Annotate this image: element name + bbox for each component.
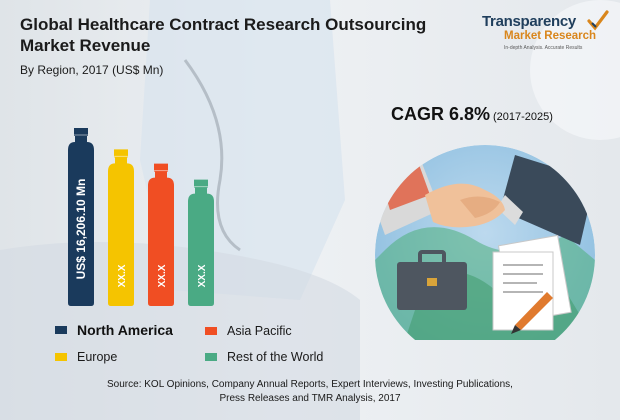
cagr-period: (2017-2025) (493, 111, 553, 123)
legend-label: North America (77, 322, 173, 338)
legend-swatch (205, 327, 217, 335)
logo-name-secondary: Market Research (504, 30, 597, 42)
bar-north-america (68, 128, 94, 306)
source-note: Source: KOL Opinions, Company Annual Rep… (0, 378, 620, 406)
legend-item-north-america: North America (55, 322, 173, 338)
bar-asia-pacific (148, 163, 174, 306)
company-logo: Transparency Market Research In-depth An… (482, 8, 612, 58)
legend-item-europe: Europe (55, 350, 117, 364)
bar-data-label: XX.X (117, 264, 128, 287)
source-line-2: Press Releases and TMR Analysis, 2017 (219, 393, 401, 404)
bar-data-label: XX.X (157, 264, 168, 287)
bar-europe (108, 149, 134, 306)
legend-item-asia-pacific: Asia Pacific (205, 324, 292, 338)
chart-subtitle: By Region, 2017 (US$ Mn) (20, 63, 164, 77)
legend-swatch (55, 326, 67, 334)
cagr-value: CAGR 6.8% (391, 104, 491, 124)
logo-name: Transparency (482, 13, 576, 30)
bar-rest-of-world (188, 179, 214, 306)
bar-data-label: XX.X (197, 264, 208, 287)
globe-handshake-illustration (375, 145, 595, 340)
legend-label: Asia Pacific (227, 324, 292, 338)
logo-checkmark-icon (587, 10, 609, 31)
bar-data-label: US$ 16,206.10 Mn (74, 179, 88, 280)
chart-title: Global Healthcare Contract Research Outs… (20, 15, 427, 55)
chart-legend: North America Asia Pacific Europe Rest o… (55, 322, 355, 372)
logo-tagline: In-depth Analysis. Accurate Results (504, 45, 583, 51)
legend-label: Europe (77, 350, 118, 364)
legend-label: Rest of the World (227, 350, 324, 364)
bar-chart: US$ 16,206.10 Mn XX.X XX.X XX.X (68, 128, 214, 306)
legend-item-rest-of-the-world: Rest of the World (205, 350, 323, 364)
legend-swatch (205, 353, 217, 361)
legend-swatch (55, 353, 67, 361)
source-line-1: Source: KOL Opinions, Company Annual Rep… (107, 379, 513, 390)
